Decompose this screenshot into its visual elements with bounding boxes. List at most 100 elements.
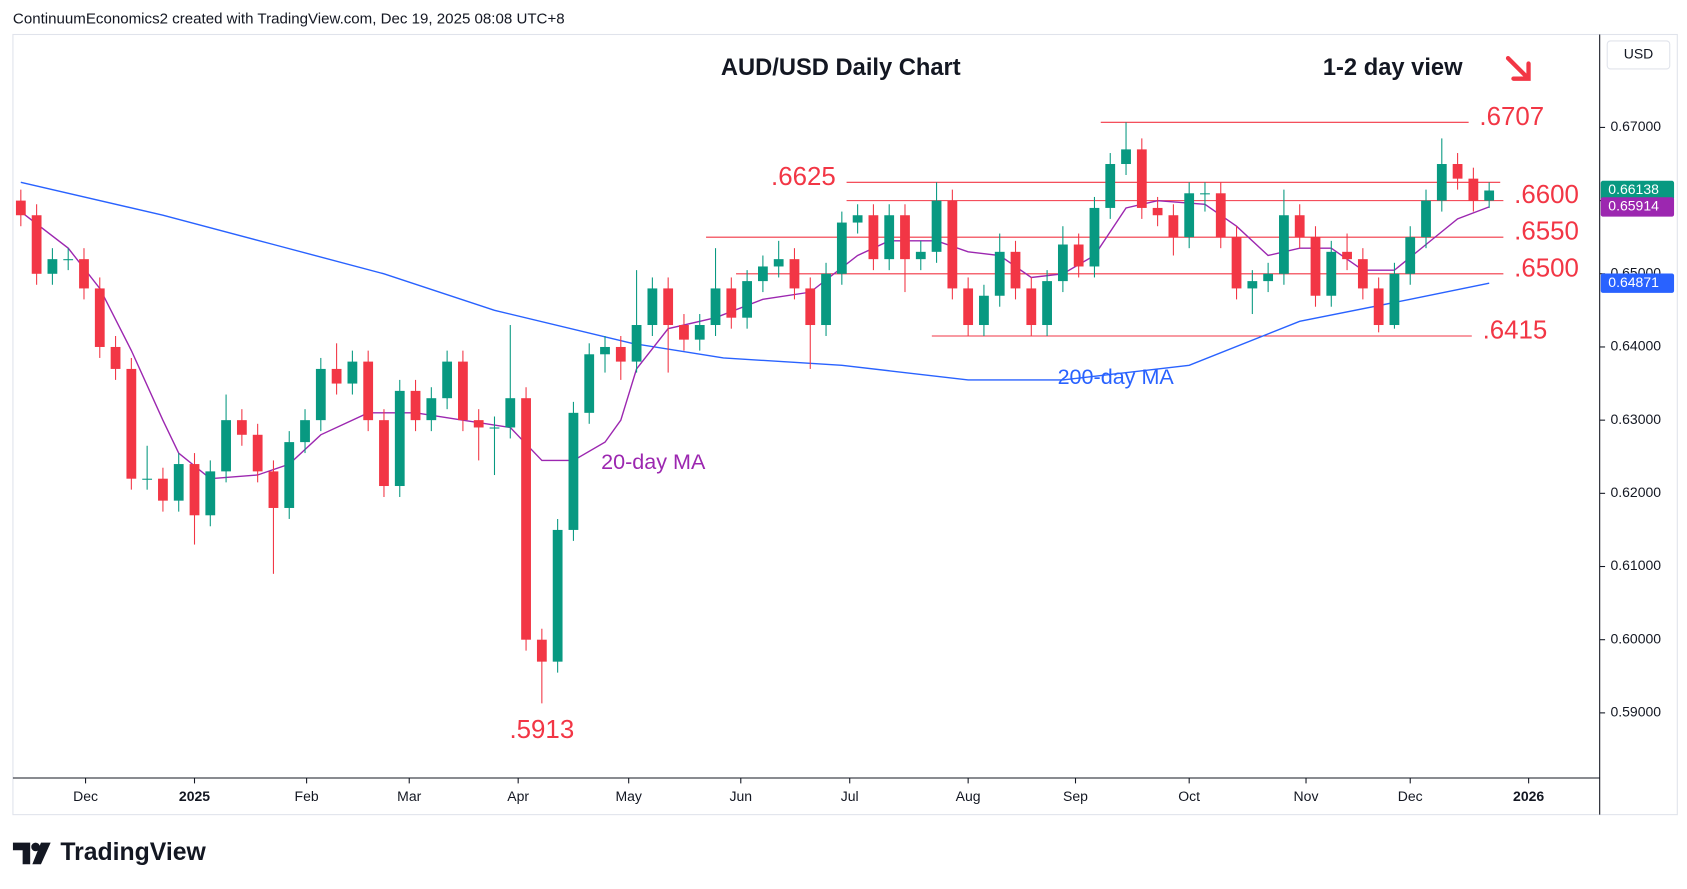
price-tag (1600, 273, 1675, 293)
candle-body (805, 288, 816, 326)
candle-body (1405, 237, 1416, 274)
candle-body (994, 251, 1005, 296)
candle-body (821, 273, 831, 326)
candle-body (173, 464, 184, 501)
candle-body (852, 215, 863, 223)
candle-body (521, 398, 531, 640)
candle-body (79, 259, 89, 289)
candle-body (1326, 251, 1337, 296)
candle-body (1373, 288, 1384, 326)
candle-body (110, 346, 121, 369)
y-tick-label: 0.61000 (1610, 557, 1661, 573)
x-tick-label: Aug (956, 788, 981, 804)
candle-body (1010, 251, 1021, 289)
y-tick-label: 0.67000 (1610, 118, 1661, 134)
candle-body (552, 529, 563, 662)
unit-box[interactable] (1606, 40, 1671, 70)
candle-body (1105, 164, 1116, 208)
candle-body (931, 200, 942, 252)
candle-body (1342, 251, 1352, 260)
candle-body (379, 420, 389, 487)
candle-body (142, 478, 153, 480)
unit-label: USD (1624, 46, 1654, 62)
candle-body (915, 251, 926, 260)
x-tick-label: Apr (507, 788, 529, 804)
candle-body (63, 259, 74, 261)
price-tag-label: 0.64871 (1608, 274, 1659, 290)
y-tick-label: 0.59000 (1610, 704, 1661, 720)
x-tick-label: Mar (397, 788, 421, 804)
plot-area: 0.59000 0.60000 0.61000 0.62000 0.63000 0.640… (15, 103, 1661, 804)
candle-body (631, 325, 642, 362)
price-tag (1600, 197, 1675, 217)
level-label: .6550 (1514, 218, 1579, 246)
x-tick-label: Oct (1178, 788, 1200, 804)
x-tick-label: Dec (1398, 788, 1423, 804)
candle-body (1310, 237, 1321, 296)
x-tick-label: Feb (295, 788, 319, 804)
price-tag (1600, 180, 1675, 201)
price-tag-label: 0.65914 (1608, 198, 1659, 214)
x-tick-label: Sep (1063, 788, 1088, 804)
candle-body (31, 215, 42, 274)
brand-logo (12, 842, 51, 865)
candle-body (1089, 207, 1100, 267)
x-tick-label: Nov (1294, 788, 1319, 804)
candle-body (1389, 273, 1400, 326)
level-label: .6625 (771, 163, 836, 191)
candle-body (947, 200, 958, 289)
x-tick-label: Jun (729, 788, 752, 804)
candle-body (94, 288, 105, 347)
candle-body (742, 281, 752, 318)
level-label: .6707 (1479, 103, 1544, 131)
candle-body (1484, 190, 1495, 201)
candle-body (1168, 215, 1179, 238)
chart-title: AUD/USD Daily Chart (721, 55, 961, 81)
candle-body (1452, 164, 1463, 179)
candle-body (1152, 207, 1163, 216)
header: ContinuumEconomics2 created with Trading… (13, 10, 565, 27)
candle-body (1357, 259, 1368, 289)
candle-body (1200, 193, 1210, 195)
candle-body (900, 215, 910, 260)
x-tick-label: Dec (73, 788, 98, 804)
candle-body (1057, 244, 1068, 282)
candle-body (126, 368, 137, 479)
candle-body (410, 390, 421, 421)
x-tick-label: 2026 (1513, 788, 1544, 804)
candle-body (663, 288, 674, 326)
arrow (1505, 56, 1531, 81)
candle-body (536, 639, 547, 662)
candle-body (363, 361, 374, 421)
candle-body (884, 215, 895, 260)
candle-body (1042, 281, 1052, 326)
candle-body (1294, 215, 1305, 238)
candle-body (1136, 149, 1147, 208)
candle-body (868, 215, 879, 260)
candle-body (647, 288, 658, 326)
low-label: .5913 (509, 716, 574, 744)
candle-body (158, 478, 168, 501)
candle-body (505, 398, 516, 428)
moving-average (20, 181, 1490, 381)
y-tick-label: 0.63000 (1610, 411, 1661, 427)
candle-body (679, 325, 689, 340)
level-label: .6415 (1483, 317, 1548, 345)
candle-body (205, 471, 216, 516)
view-annotation: 1-2 day view (1323, 55, 1463, 81)
candle-body (1231, 237, 1242, 289)
candle-body (726, 288, 737, 318)
candle-body (331, 368, 342, 384)
candle-body (1421, 200, 1431, 238)
x-tick-label: Jul (841, 788, 859, 804)
candle-body (236, 420, 247, 435)
candle-body (963, 288, 974, 326)
candle-body (757, 266, 768, 282)
frame (12, 33, 1678, 816)
candle-body (979, 295, 989, 326)
candle-body (489, 427, 500, 429)
candle-body (1247, 281, 1258, 289)
candle-body (584, 354, 595, 413)
